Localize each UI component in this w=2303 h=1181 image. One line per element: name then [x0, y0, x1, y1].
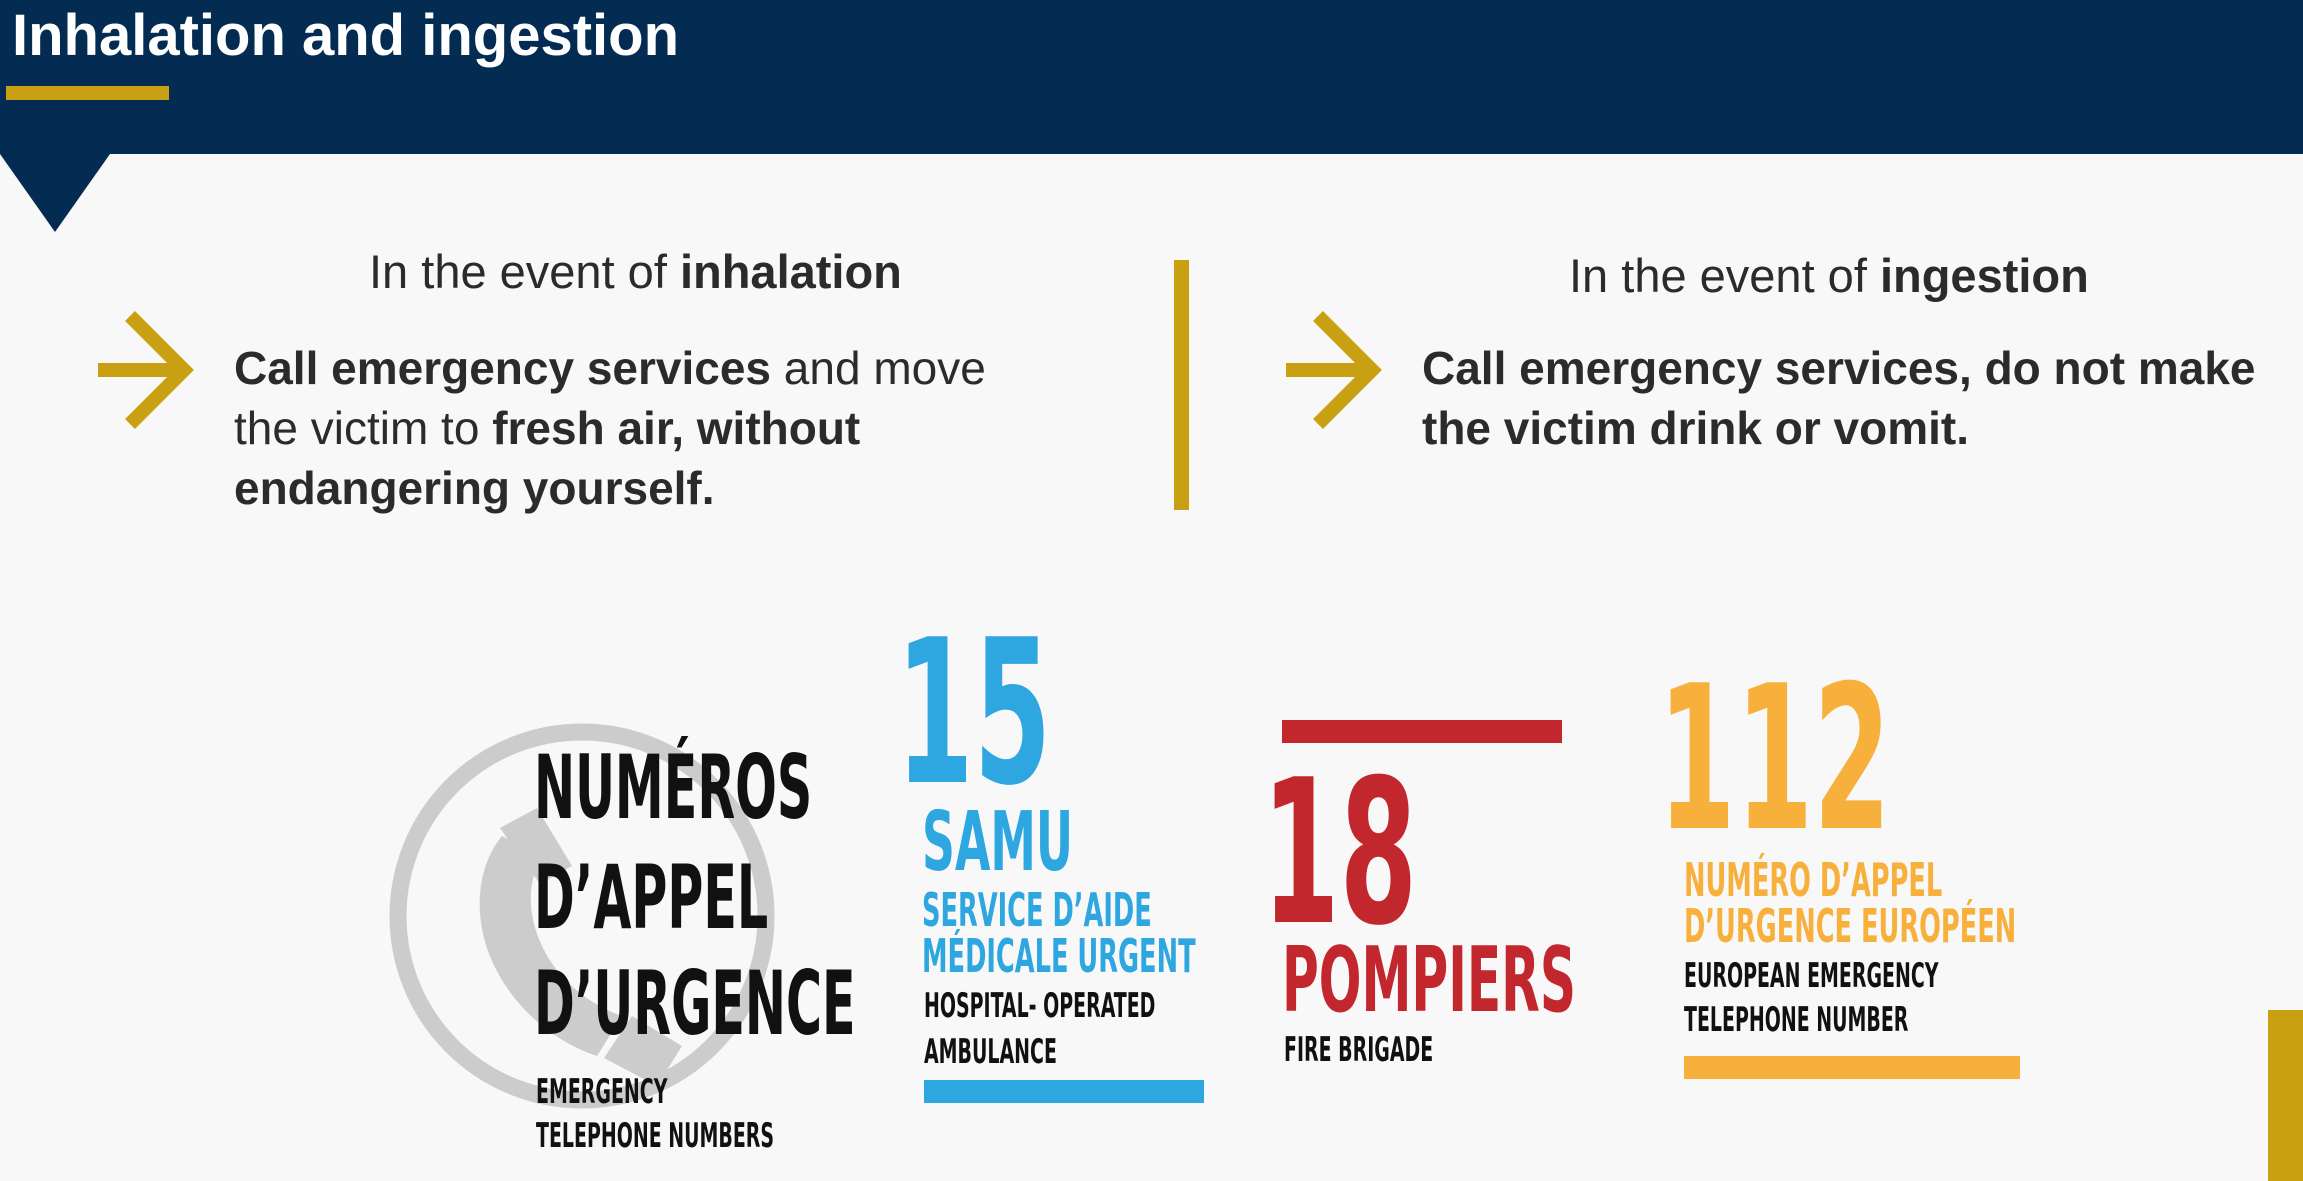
arrow-right-icon: [1286, 311, 1382, 429]
samu-fr-line1: SERVICE D’AIDE: [922, 883, 1152, 937]
page-title: Inhalation and ingestion: [12, 3, 679, 68]
corner-accent-bar: [2268, 1010, 2303, 1181]
numbers-heading-line1: NUMÉROS: [534, 736, 813, 839]
samu-number: 15: [896, 597, 1052, 830]
inhalation-instructions: Call emergency services and move the vic…: [234, 342, 986, 514]
arrow-right-icon: [98, 311, 194, 429]
europe-fr-line2: D’URGENCE EUROPÉEN: [1684, 899, 2017, 953]
title-underline: [6, 86, 169, 100]
europe-bar: [1684, 1056, 2020, 1079]
samu-fr-line2: MÉDICALE URGENT: [922, 929, 1196, 983]
ingestion-title: In the event of ingestion: [1569, 249, 2089, 302]
pompiers-name: POMPIERS: [1282, 928, 1576, 1033]
inhalation-title: In the event of inhalation: [369, 245, 902, 298]
europe-en-line1: EUROPEAN EMERGENCY: [1684, 956, 1939, 996]
samu-bar: [924, 1080, 1204, 1103]
header-notch: [0, 154, 110, 232]
numbers-sub-line1: EMERGENCY: [536, 1072, 668, 1112]
samu-en-line2: AMBULANCE: [924, 1032, 1057, 1072]
pompiers-en: FIRE BRIGADE: [1284, 1030, 1434, 1070]
samu-en-line1: HOSPITAL- OPERATED: [924, 986, 1156, 1026]
europe-number: 112: [1658, 643, 1891, 876]
samu-name: SAMU: [922, 795, 1074, 890]
pompiers-number: 18: [1262, 737, 1418, 970]
europe-fr-line1: NUMÉRO D’APPEL: [1684, 853, 1943, 907]
numbers-sub-line2: TELEPHONE NUMBERS: [536, 1116, 775, 1156]
ingestion-instructions: Call emergency services, do not make the…: [1422, 342, 2256, 454]
numbers-heading-line3: D’URGENCE: [534, 952, 856, 1055]
column-divider: [1174, 260, 1189, 510]
header-banner: Inhalation and ingestion: [0, 0, 2303, 154]
numbers-heading-line2: D’APPEL: [534, 846, 769, 949]
phone-icon: [389, 723, 775, 1109]
europe-en-line2: TELEPHONE NUMBER: [1684, 1000, 1909, 1040]
pompiers-bar: [1282, 720, 1562, 743]
